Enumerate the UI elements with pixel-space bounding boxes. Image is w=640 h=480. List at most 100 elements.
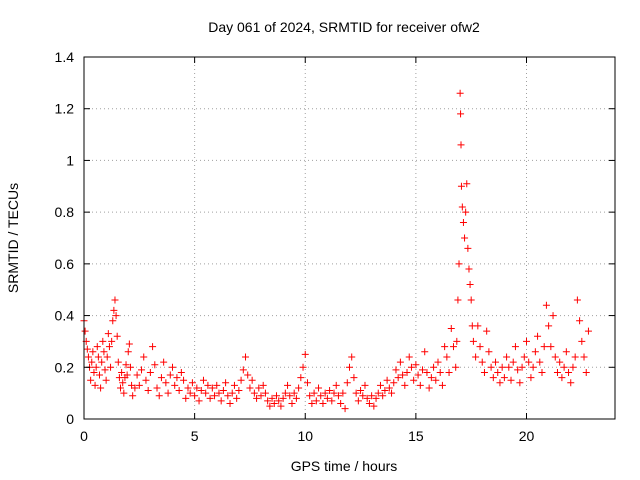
data-point xyxy=(341,405,349,413)
data-point xyxy=(379,392,387,400)
data-point xyxy=(95,371,103,379)
data-point xyxy=(534,332,542,340)
data-point xyxy=(492,358,500,366)
data-point xyxy=(199,376,207,384)
data-point xyxy=(580,353,588,361)
data-point xyxy=(385,384,393,392)
data-point xyxy=(310,389,318,397)
data-point xyxy=(281,389,289,397)
data-point xyxy=(144,387,152,395)
data-point xyxy=(288,399,296,407)
data-point xyxy=(100,348,108,356)
data-point xyxy=(509,358,517,366)
y-axis-label: SRMTID / TECUs xyxy=(5,183,21,293)
data-point xyxy=(469,337,477,345)
x-tick-label: 10 xyxy=(297,428,313,444)
axis-ticks: 0 5 10 15 20 0 0.2 0.4 0.6 0.8 1 1.2 1.4 xyxy=(55,49,615,444)
data-point xyxy=(299,363,307,371)
data-point xyxy=(432,376,440,384)
data-point xyxy=(290,389,298,397)
data-point xyxy=(228,389,236,397)
data-point xyxy=(272,392,280,400)
data-point xyxy=(443,353,451,361)
data-point xyxy=(111,296,119,304)
data-point xyxy=(542,301,550,309)
data-point xyxy=(193,384,201,392)
data-point xyxy=(202,389,210,397)
data-point xyxy=(531,348,539,356)
data-point xyxy=(92,363,100,371)
data-point xyxy=(297,374,305,382)
data-point xyxy=(93,343,101,351)
data-point xyxy=(149,343,157,351)
data-point xyxy=(560,363,568,371)
data-point xyxy=(545,322,553,330)
data-point xyxy=(188,379,196,387)
data-point xyxy=(462,208,470,216)
data-point xyxy=(425,384,433,392)
data-point xyxy=(222,379,230,387)
data-point xyxy=(529,363,537,371)
data-point xyxy=(146,368,154,376)
data-point xyxy=(381,387,389,395)
data-point xyxy=(505,363,513,371)
data-point xyxy=(455,260,463,268)
data-point xyxy=(103,353,111,361)
data-point xyxy=(427,374,435,382)
data-point xyxy=(562,348,570,356)
data-point xyxy=(164,389,172,397)
data-point xyxy=(246,384,254,392)
data-point xyxy=(319,399,327,407)
data-point xyxy=(454,296,462,304)
data-point xyxy=(151,361,159,369)
data-point xyxy=(452,363,460,371)
data-point xyxy=(89,348,97,356)
data-point xyxy=(350,374,358,382)
data-point xyxy=(407,363,415,371)
data-point xyxy=(414,371,422,379)
data-point xyxy=(401,381,409,389)
data-point xyxy=(334,392,342,400)
data-point xyxy=(523,337,530,345)
data-point xyxy=(87,376,95,384)
data-point xyxy=(403,368,411,376)
data-point xyxy=(90,368,98,376)
data-point xyxy=(436,368,444,376)
data-point xyxy=(303,379,311,387)
data-point xyxy=(208,384,216,392)
data-point xyxy=(354,397,362,405)
data-point xyxy=(153,384,161,392)
data-point xyxy=(361,381,369,389)
data-point xyxy=(457,182,465,190)
data-point xyxy=(584,327,592,335)
data-point xyxy=(447,325,455,332)
data-point xyxy=(348,353,356,361)
data-point xyxy=(449,343,457,351)
data-point xyxy=(457,110,465,118)
data-point xyxy=(494,368,502,376)
data-point xyxy=(124,348,132,356)
data-point xyxy=(396,358,404,366)
x-tick-label: 0 xyxy=(80,428,88,444)
data-point xyxy=(126,363,134,371)
x-tick-label: 15 xyxy=(408,428,424,444)
data-point xyxy=(301,350,309,358)
data-point xyxy=(459,218,467,226)
data-point xyxy=(279,394,287,402)
data-point xyxy=(328,397,336,405)
data-point xyxy=(317,392,325,400)
data-point xyxy=(244,371,252,379)
data-point xyxy=(295,384,303,392)
data-point xyxy=(339,389,347,397)
data-point xyxy=(215,389,223,397)
data-point xyxy=(456,89,464,97)
data-point xyxy=(131,384,139,392)
data-point xyxy=(321,389,329,397)
data-point xyxy=(527,374,535,382)
data-point xyxy=(392,366,400,374)
data-point xyxy=(485,348,493,356)
data-point xyxy=(421,348,429,356)
data-point xyxy=(496,379,504,387)
data-point xyxy=(487,363,495,371)
